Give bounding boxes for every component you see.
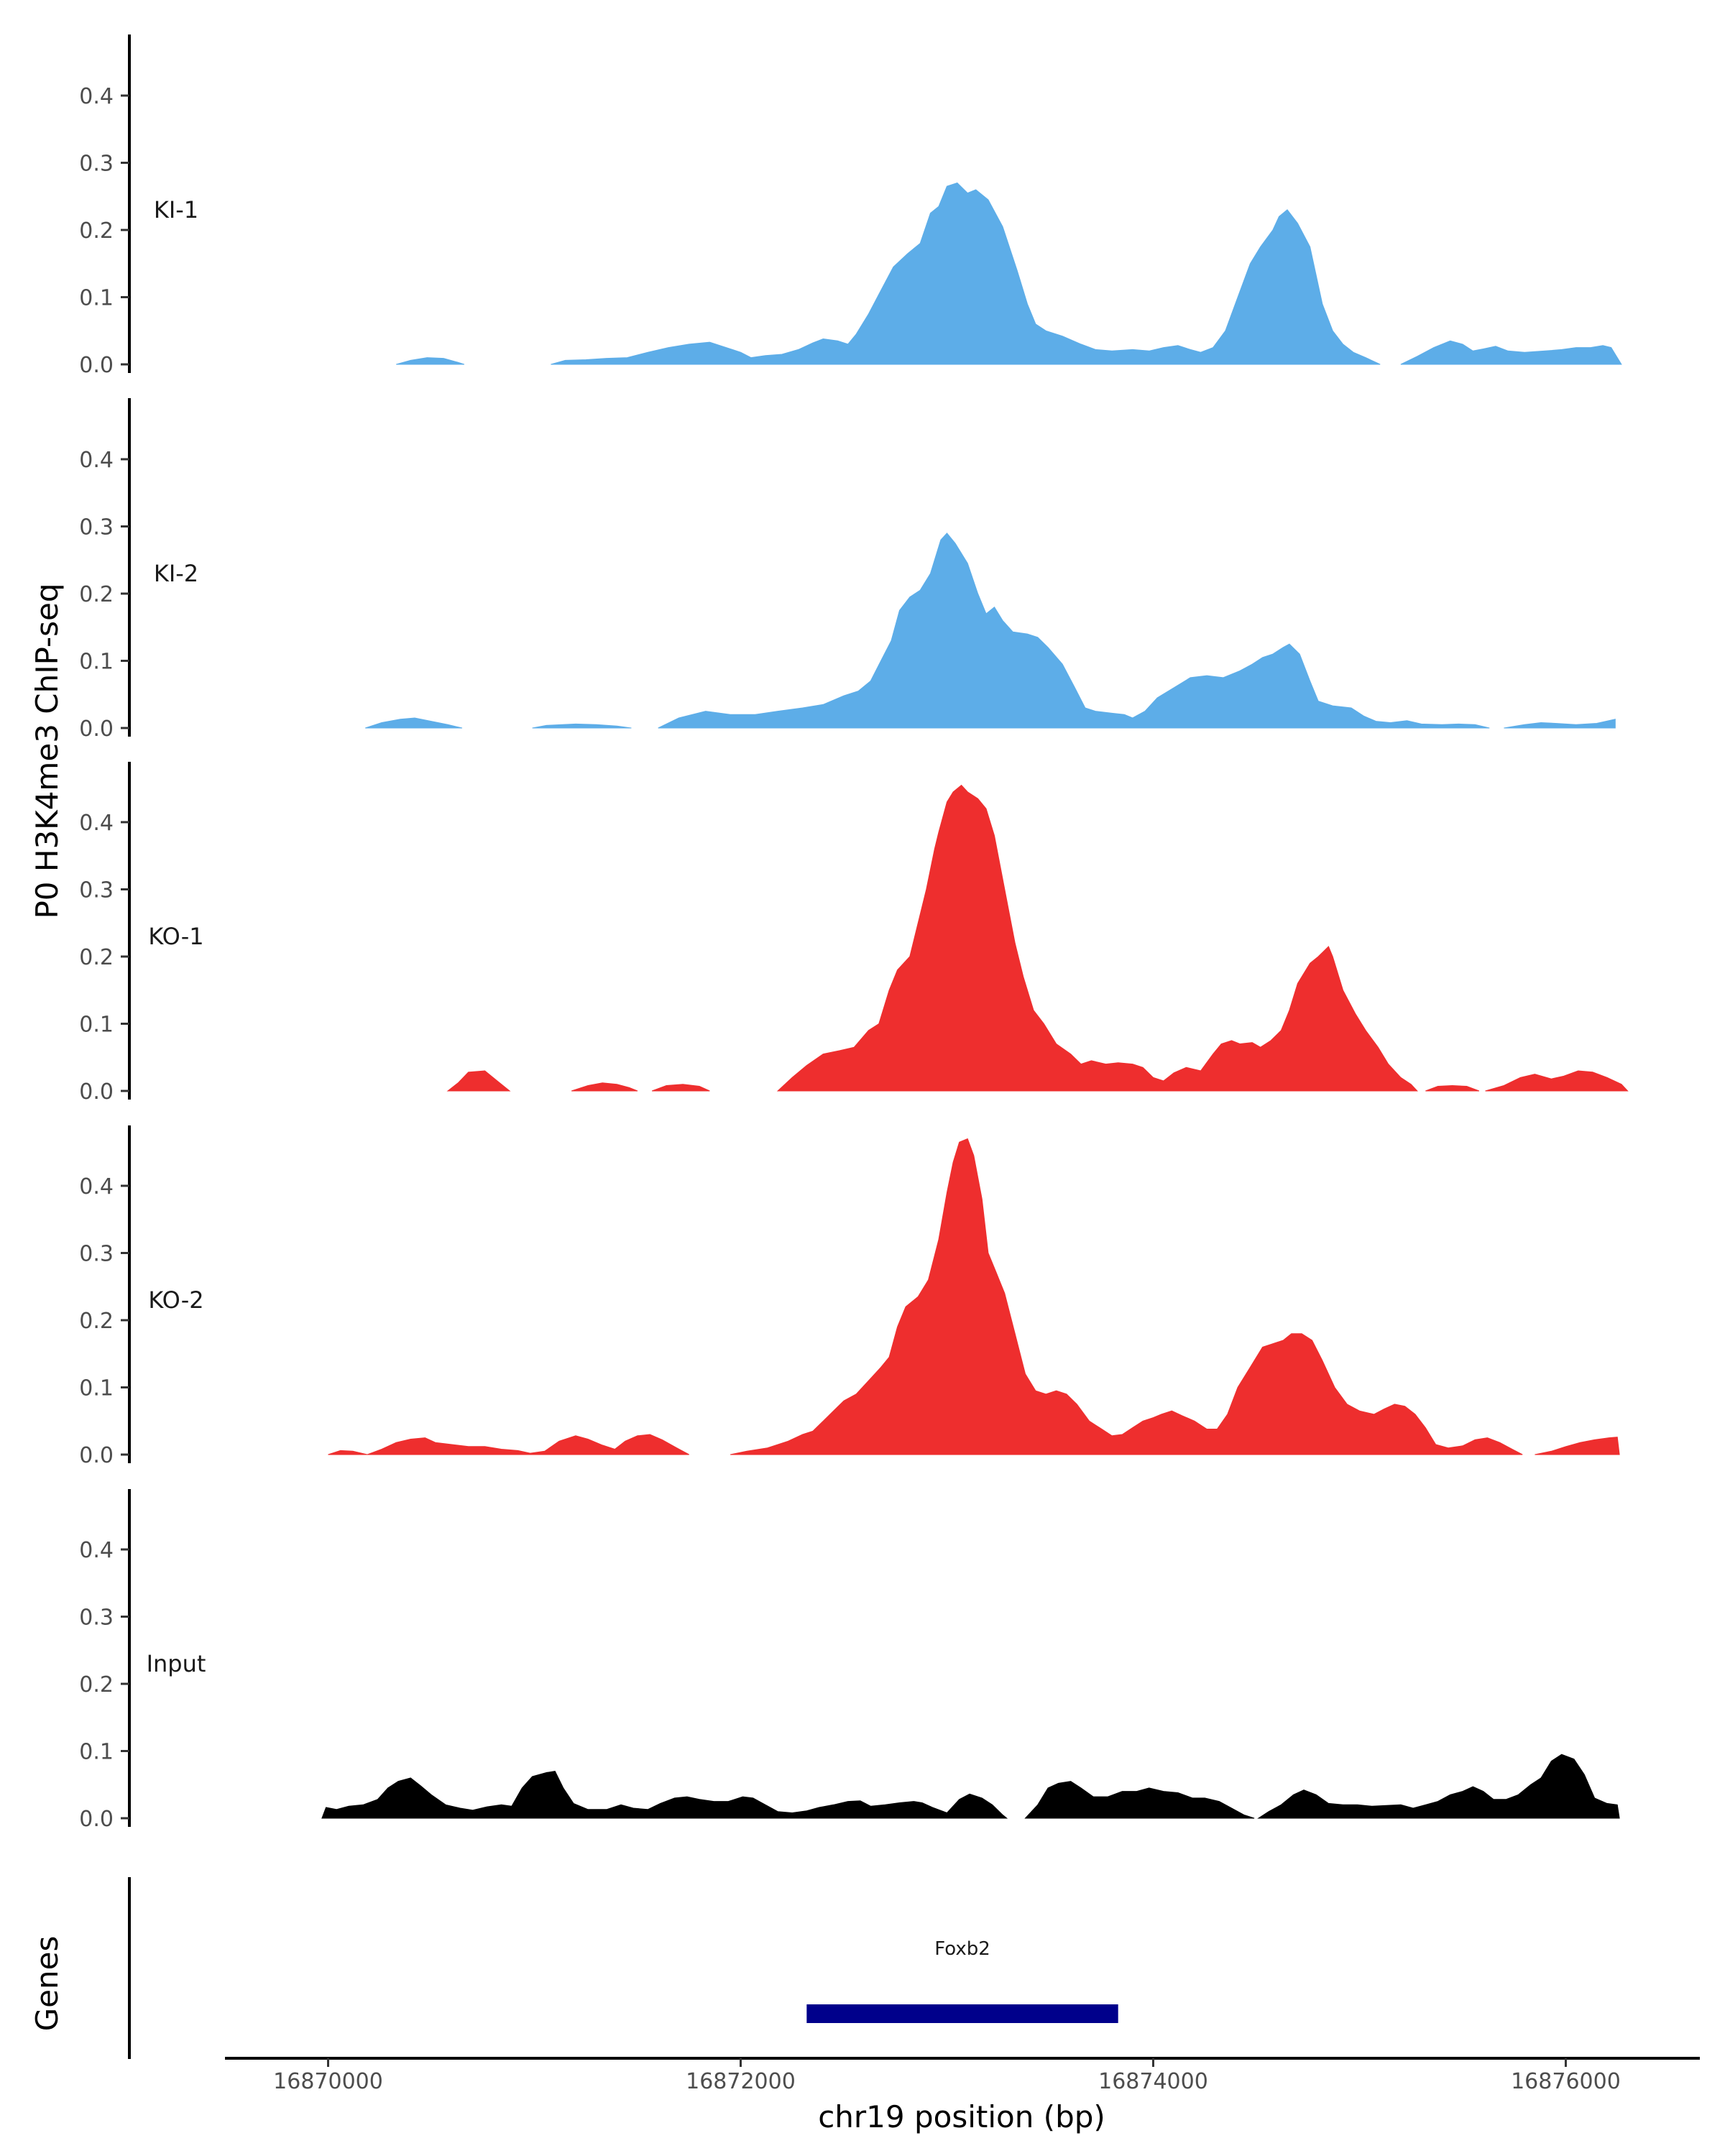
- signal-area: [1425, 1084, 1480, 1092]
- signal-area: [396, 357, 465, 365]
- x-tick-label: 16874000: [1098, 2069, 1208, 2094]
- y-tick-label: 0.1: [79, 1740, 114, 1765]
- track-ki-1: 0.0 0.1 0.2 0.3 0.4 KI-1: [79, 34, 1622, 378]
- signal-area: [446, 1070, 511, 1092]
- track-label: KI-1: [154, 196, 198, 224]
- signal-area: [571, 1082, 638, 1092]
- tracks-layer: 0.00.10.20.30.4KI-10.00.10.20.30.4KI-20.…: [79, 34, 1629, 1832]
- y-tick-label: 0.1: [79, 1376, 114, 1401]
- track-ki-2: 0.0 0.1 0.2 0.3 0.4 KI-2: [79, 398, 1616, 742]
- x-axis: 16870000 16872000 16874000 16876000: [225, 2057, 1700, 2094]
- y-tick-label: 0.0: [79, 1079, 114, 1105]
- track-label: KO-2: [148, 1286, 203, 1314]
- signal-area: [328, 1434, 689, 1455]
- x-axis-title: chr19 position (bp): [818, 2099, 1105, 2134]
- signal-area: [1485, 1070, 1629, 1092]
- signal-area: [651, 1084, 710, 1092]
- y-tick-label: 0.4: [79, 84, 114, 109]
- signal-area: [1504, 719, 1616, 729]
- y-tick-label: 0.4: [79, 811, 114, 836]
- track-label: KI-2: [154, 560, 198, 587]
- y-tick-label: 0.4: [79, 448, 114, 473]
- y-tick-label: 0.3: [79, 878, 114, 903]
- signal-area: [365, 717, 463, 729]
- y-tick-label: 0.4: [79, 1538, 114, 1563]
- genes-axis-title: Genes: [29, 1936, 65, 2032]
- y-tick-label: 0.0: [79, 1807, 114, 1832]
- x-tick-label: 16876000: [1511, 2069, 1621, 2094]
- y-axis-title: P0 H3K4me3 ChIP-seq: [29, 583, 65, 918]
- track-label: Input: [147, 1650, 206, 1677]
- track-input: 0.0 0.1 0.2 0.3 0.4 Input: [79, 1489, 1620, 1832]
- signal-area: [1257, 1754, 1620, 1819]
- y-tick-label: 0.3: [79, 515, 114, 540]
- y-tick-label: 0.2: [79, 1309, 114, 1334]
- x-tick-label: 16872000: [686, 2069, 796, 2094]
- y-tick-label: 0.0: [79, 1443, 114, 1468]
- signal-area: [730, 1138, 1523, 1455]
- track-label: KO-1: [148, 923, 203, 950]
- track-ko-1: 0.0 0.1 0.2 0.3 0.4 KO-1: [79, 762, 1629, 1105]
- track-ko-2: 0.0 0.1 0.2 0.3 0.4 KO-2: [79, 1125, 1620, 1468]
- y-tick-label: 0.1: [79, 286, 114, 311]
- y-tick-label: 0.0: [79, 353, 114, 378]
- y-tick-label: 0.2: [79, 945, 114, 970]
- genes-track: Foxb2: [128, 1877, 1118, 2059]
- y-tick-label: 0.3: [79, 1242, 114, 1267]
- gene-label: Foxb2: [934, 1938, 990, 1960]
- signal-area: [776, 784, 1418, 1092]
- signal-area: [1400, 340, 1622, 365]
- y-tick-label: 0.3: [79, 152, 114, 177]
- y-tick-label: 0.1: [79, 1013, 114, 1038]
- signal-area: [532, 723, 632, 729]
- signal-area: [658, 533, 1490, 729]
- x-tick-label: 16870000: [273, 2069, 383, 2094]
- signal-area: [1535, 1437, 1620, 1455]
- y-tick-label: 0.1: [79, 650, 114, 675]
- y-tick-label: 0.0: [79, 717, 114, 742]
- signal-area: [551, 182, 1381, 365]
- y-tick-label: 0.3: [79, 1606, 114, 1631]
- y-tick-label: 0.4: [79, 1174, 114, 1199]
- gene-body: [806, 2004, 1118, 2023]
- signal-area: [321, 1771, 1008, 1819]
- y-tick-label: 0.2: [79, 218, 114, 244]
- y-tick-label: 0.2: [79, 1672, 114, 1697]
- signal-area: [1024, 1781, 1255, 1819]
- y-tick-label: 0.2: [79, 582, 114, 607]
